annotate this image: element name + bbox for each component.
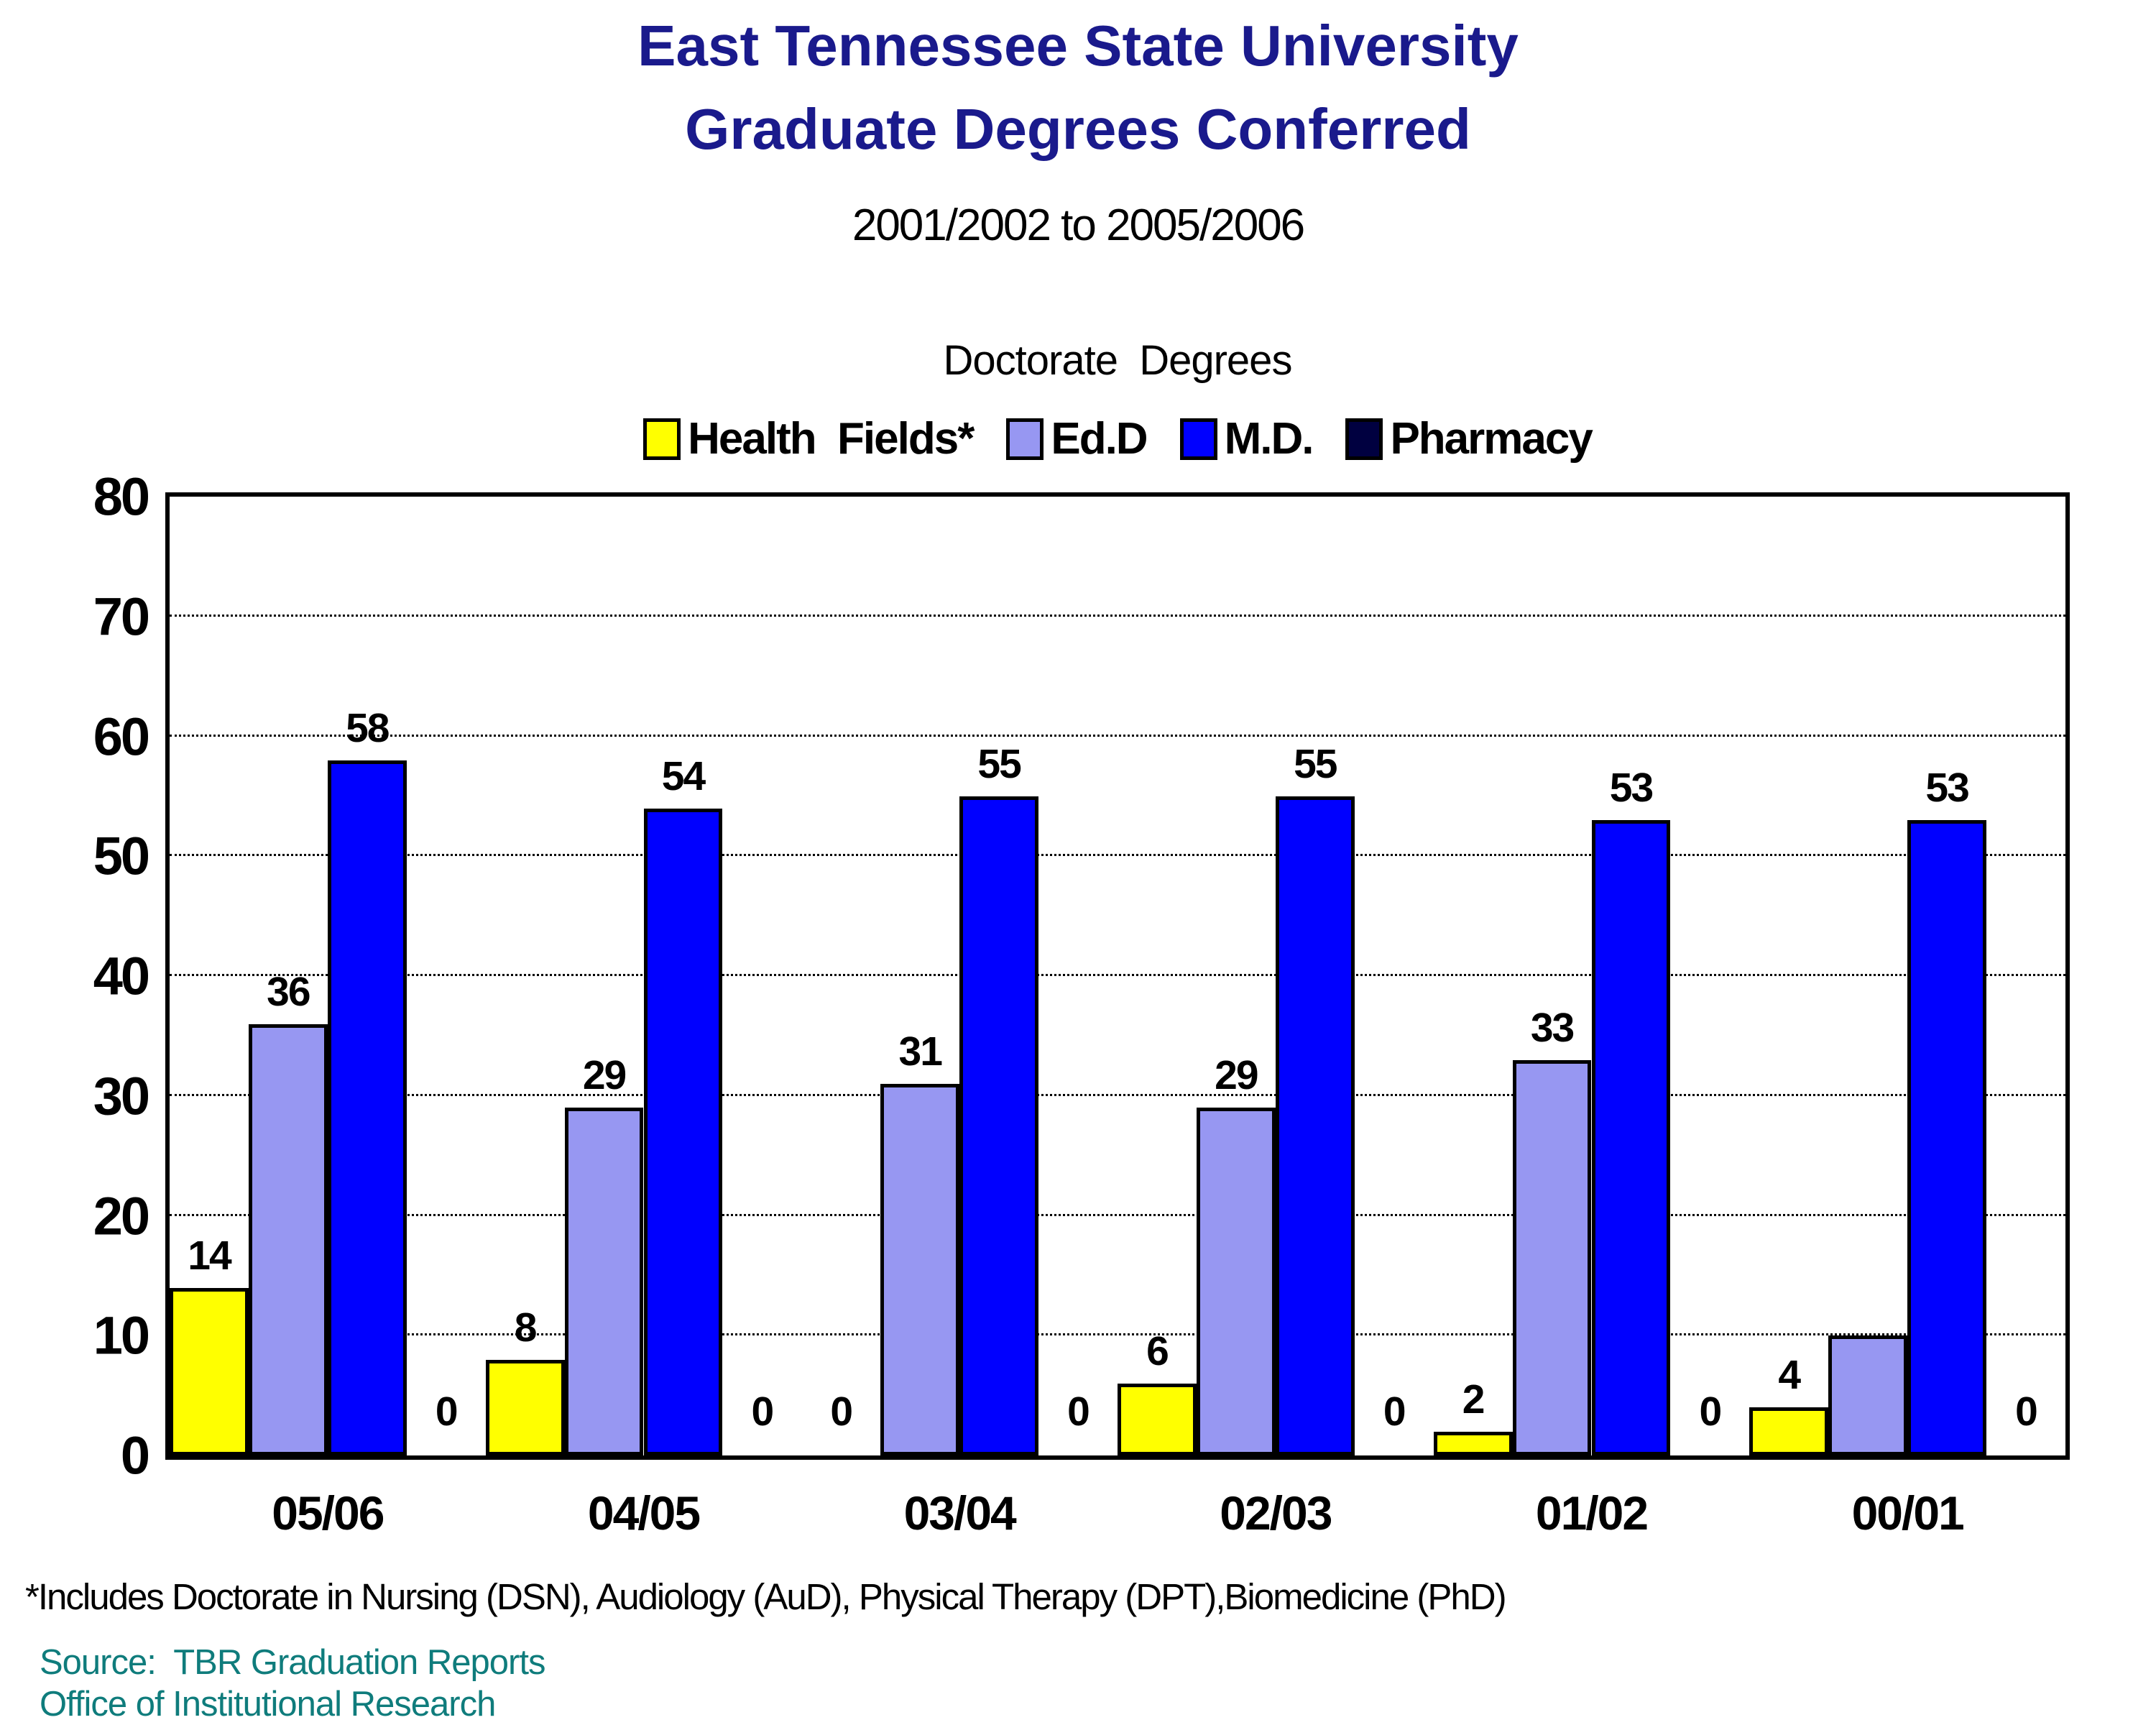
bar-ed.d-03-04 xyxy=(880,1084,960,1455)
value-label-ed.d-05-06: 36 xyxy=(267,968,310,1015)
y-axis-tick-label-40: 40 xyxy=(93,946,150,1006)
value-label-ed.d-01-02: 33 xyxy=(1530,1004,1575,1051)
bar-m.d.-05-06 xyxy=(327,760,407,1455)
value-label-m.d.-05-06: 58 xyxy=(346,704,390,751)
x-axis-tick-label-00-01: 00/01 xyxy=(1851,1486,1965,1540)
y-axis-tick-label-60: 60 xyxy=(93,707,150,766)
bar-ed.d-05-06 xyxy=(248,1024,328,1455)
gridline-60 xyxy=(170,734,2065,737)
x-axis-tick-label-02-03: 02/03 xyxy=(1220,1486,1332,1540)
gridline-40 xyxy=(170,974,2065,976)
y-axis-tick-label-70: 70 xyxy=(93,586,150,647)
plot-area: 0 10 20 30 40 50 60 70 80 05/06 14 36 58 0 04/05 8 29 54 0… xyxy=(93,467,2070,1540)
value-label-ed.d-02-03: 29 xyxy=(1215,1052,1258,1099)
bar-m.d.-02-03 xyxy=(1275,796,1355,1455)
value-label-ed.d-04-05: 29 xyxy=(582,1052,627,1099)
legend-label: Ed.D xyxy=(1051,414,1148,464)
value-label-pharmacy-00-01: 0 xyxy=(2015,1389,2038,1435)
legend-item-ed.d: Ed.D xyxy=(1006,413,1148,464)
page-subtitle: 2001/2002 to 2005/2006 xyxy=(852,201,1305,250)
value-label-healthfields-02-03: 6 xyxy=(1146,1328,1169,1374)
value-label-ed.d-03-04: 31 xyxy=(898,1029,943,1075)
legend-item-healthfields: Health Fields* xyxy=(643,413,975,464)
bar-healthfields-05-06 xyxy=(170,1287,249,1455)
value-label-pharmacy-04-05: 0 xyxy=(751,1389,775,1435)
gridline-20 xyxy=(170,1213,2065,1216)
bar-healthfields-04-05 xyxy=(485,1359,565,1455)
y-axis-tick-label-10: 10 xyxy=(93,1305,150,1366)
legend-swatch-icon xyxy=(1179,418,1217,460)
legend-swatch-icon xyxy=(1345,418,1383,460)
bar-ed.d-04-05 xyxy=(564,1108,644,1455)
bar-healthfields-00-01 xyxy=(1749,1407,1829,1455)
bar-m.d.-04-05 xyxy=(643,808,723,1455)
y-axis-tick-label-50: 50 xyxy=(93,826,150,886)
value-label-healthfields-00-01: 4 xyxy=(1778,1352,1801,1399)
legend-item-pharmacy: Pharmacy xyxy=(1345,413,1593,464)
bar-healthfields-01-02 xyxy=(1433,1431,1513,1455)
legend-swatch-icon xyxy=(1006,418,1044,460)
y-axis-tick-label-80: 80 xyxy=(93,466,150,527)
value-label-pharmacy-02-03: 0 xyxy=(1383,1389,1406,1435)
page-title-line-1: East Tennessee State University xyxy=(637,14,1519,78)
y-axis-tick-label-20: 20 xyxy=(93,1186,150,1246)
footnote: *Includes Doctorate in Nursing (DSN), Au… xyxy=(25,1576,1507,1617)
value-label-healthfields-01-02: 2 xyxy=(1462,1376,1485,1422)
value-label-pharmacy-03-04: 0 xyxy=(1067,1389,1090,1435)
x-axis-tick-label-04-05: 04/05 xyxy=(587,1486,701,1540)
x-axis-tick-label-05-06: 05/06 xyxy=(272,1486,384,1540)
chart-legend: Health Fields* Ed.D M.D. Pharmacy xyxy=(165,413,2070,464)
value-label-m.d.-01-02: 53 xyxy=(1609,765,1654,811)
value-label-m.d.-03-04: 55 xyxy=(977,740,1021,787)
legend-label: M.D. xyxy=(1224,414,1314,464)
y-axis-tick-label-30: 30 xyxy=(93,1066,150,1126)
page-title-line-2: Graduate Degrees Conferred xyxy=(685,97,1471,161)
value-label-healthfields-05-06: 14 xyxy=(188,1232,231,1279)
gridline-10 xyxy=(170,1333,2065,1336)
value-label-healthfields-04-05: 8 xyxy=(514,1304,538,1351)
bar-ed.d-01-02 xyxy=(1512,1059,1592,1455)
y-axis-tick-label-0: 0 xyxy=(120,1425,150,1486)
value-label-m.d.-00-01: 53 xyxy=(1925,765,1969,811)
legend-item-m.d.: M.D. xyxy=(1179,413,1314,464)
value-label-m.d.-04-05: 54 xyxy=(661,753,706,799)
gridline-70 xyxy=(170,614,2065,617)
value-label-healthfields-03-04: 0 xyxy=(830,1389,853,1435)
bar-healthfields-02-03 xyxy=(1118,1383,1197,1455)
chart-title: Doctorate Degrees xyxy=(943,337,1293,384)
legend-label: Pharmacy xyxy=(1390,414,1593,464)
bar-ed.d-00-01 xyxy=(1828,1335,1908,1455)
bar-m.d.-01-02 xyxy=(1591,820,1671,1455)
chart-title-wrap: Doctorate Degrees xyxy=(165,336,2070,385)
legend-label: Health Fields* xyxy=(688,414,975,464)
bar-m.d.-03-04 xyxy=(959,796,1039,1455)
value-label-m.d.-02-03: 55 xyxy=(1294,740,1337,787)
gridline-30 xyxy=(170,1093,2065,1096)
gridline-50 xyxy=(170,854,2065,857)
bar-ed.d-02-03 xyxy=(1196,1108,1276,1455)
x-axis-tick-label-03-04: 03/04 xyxy=(903,1486,1017,1540)
value-label-pharmacy-01-02: 0 xyxy=(1699,1389,1723,1435)
source-line-2: Office of Institutional Research xyxy=(40,1685,496,1724)
x-axis-tick-label-01-02: 01/02 xyxy=(1535,1486,1649,1540)
bar-m.d.-00-01 xyxy=(1907,820,1987,1455)
source-line-1: Source: TBR Graduation Reports xyxy=(40,1643,545,1682)
value-label-pharmacy-05-06: 0 xyxy=(435,1389,459,1435)
legend-swatch-icon xyxy=(643,418,681,460)
